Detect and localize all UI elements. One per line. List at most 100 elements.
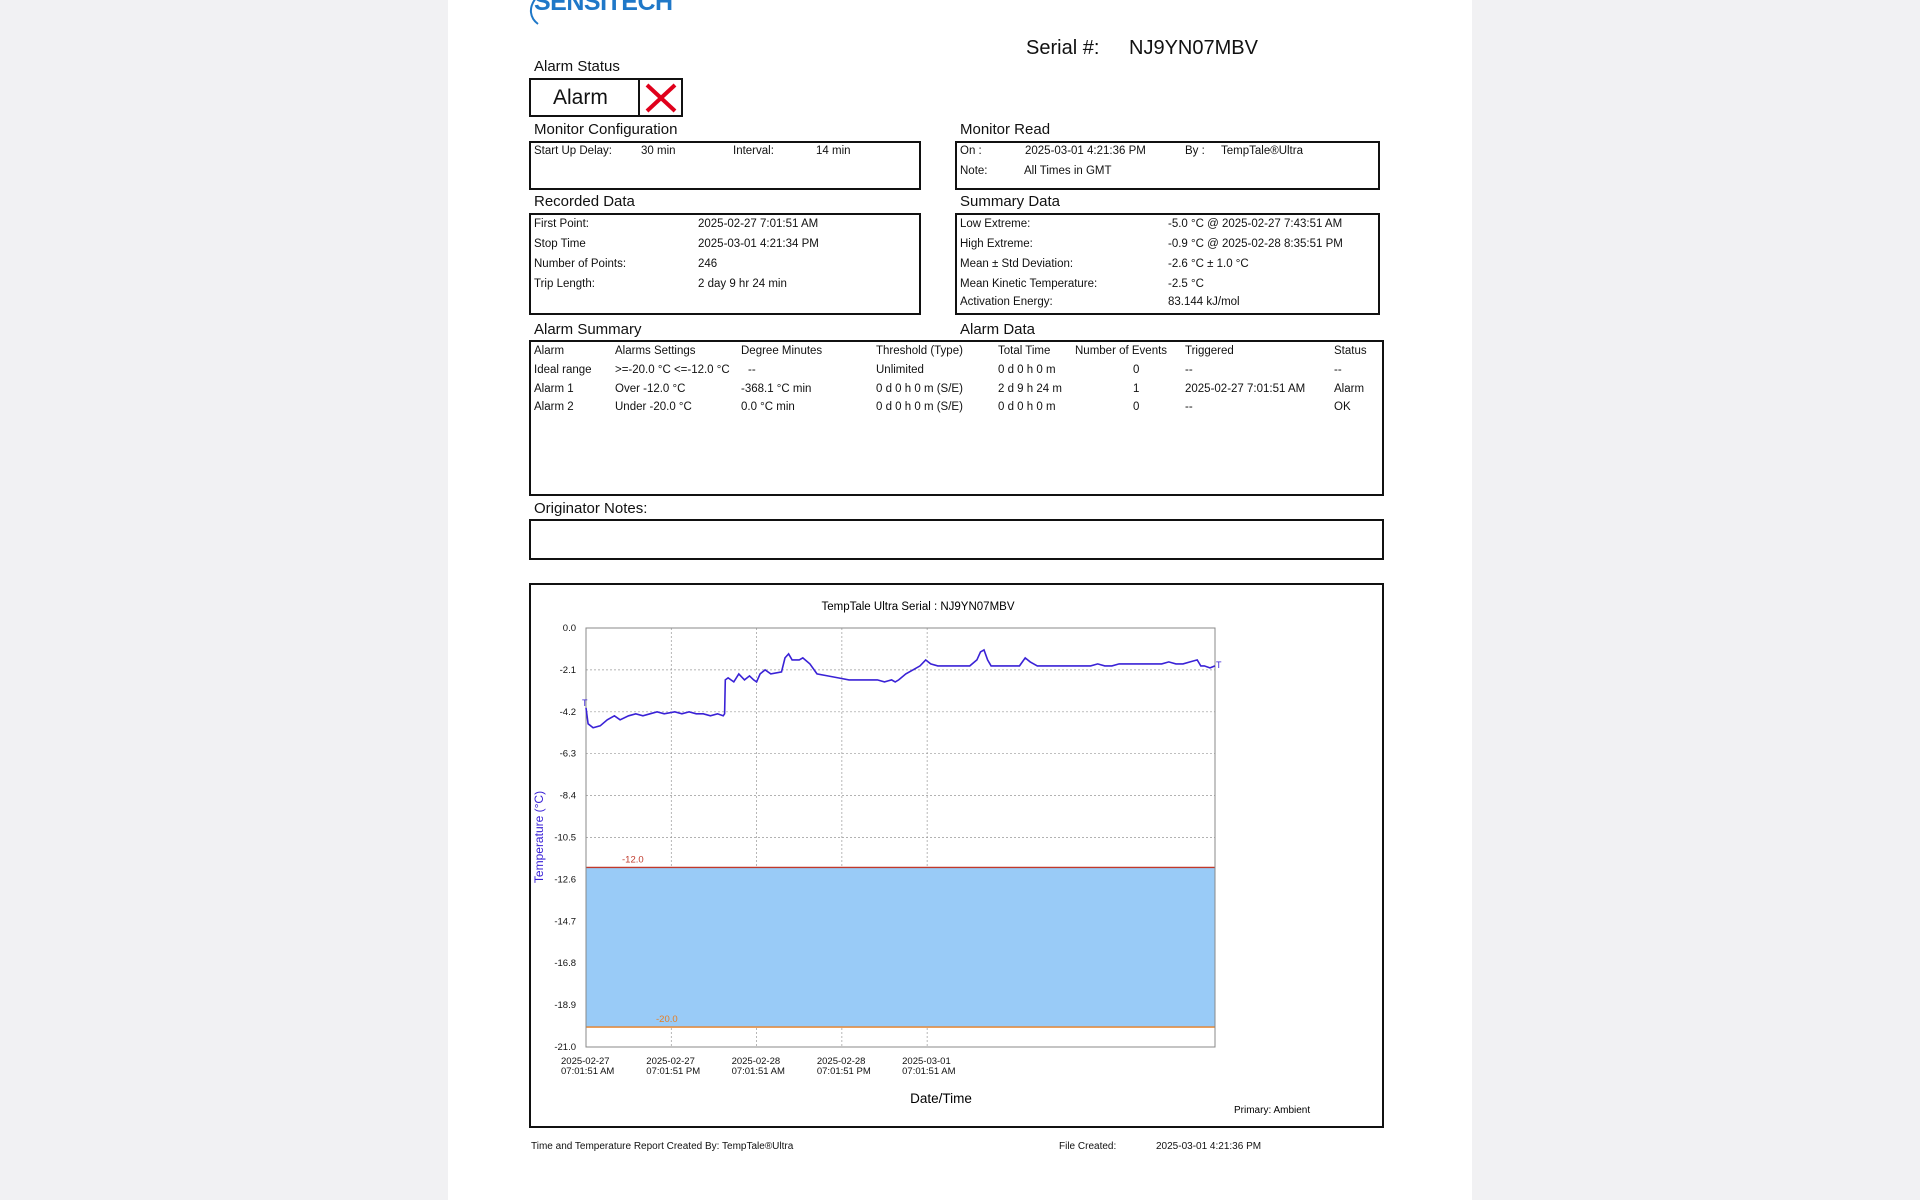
y-tick-label: -4.2 bbox=[560, 707, 576, 718]
first-point-label: First Point: bbox=[534, 218, 589, 230]
threshold-label: -12.0 bbox=[622, 854, 644, 865]
table-cell: Alarm 2 bbox=[534, 401, 574, 413]
table-cell: -- bbox=[1334, 364, 1342, 376]
x-tick-label: 2025-02-27 bbox=[561, 1056, 610, 1067]
start-delay-label: Start Up Delay: bbox=[534, 145, 612, 157]
interval-value: 14 min bbox=[816, 145, 851, 157]
alarm-status-value: Alarm bbox=[553, 86, 608, 109]
mean-std-label: Mean ± Std Deviation: bbox=[960, 258, 1074, 270]
ideal-range-band bbox=[586, 867, 1215, 1028]
table-cell: Alarm 1 bbox=[534, 383, 574, 395]
company-logo: SENSITECH bbox=[526, 0, 673, 32]
y-tick-label: -6.3 bbox=[560, 749, 576, 760]
table-cell: Ideal range bbox=[534, 364, 592, 376]
y-tick-label: -2.1 bbox=[560, 665, 576, 676]
alarm-table-header: Alarms Settings bbox=[615, 345, 696, 357]
first-point-value: 2025-02-27 7:01:51 AM bbox=[698, 218, 819, 230]
file-created-value: 2025-03-01 4:21:36 PM bbox=[1156, 1141, 1262, 1152]
recorded-data-box: First Point: 2025-02-27 7:01:51 AM Stop … bbox=[529, 213, 921, 315]
table-cell: OK bbox=[1334, 401, 1351, 413]
summary-data-title: Summary Data bbox=[960, 193, 1061, 210]
alarm-status-divider bbox=[638, 80, 640, 115]
high-extreme-value: -0.9 °C @ 2025-02-28 8:35:51 PM bbox=[1168, 238, 1343, 250]
x-tick-label: 2025-02-28 bbox=[732, 1056, 781, 1067]
num-points-value: 246 bbox=[698, 258, 718, 270]
mkt-value: -2.5 °C bbox=[1168, 278, 1204, 290]
activation-energy-label: Activation Energy: bbox=[960, 296, 1053, 308]
table-cell: 0 d 0 h 0 m (S/E) bbox=[876, 401, 963, 413]
serial-value: NJ9YN07MBV bbox=[1129, 37, 1258, 59]
source-label: Primary: Ambient bbox=[1234, 1105, 1310, 1116]
recorded-data-title: Recorded Data bbox=[534, 193, 635, 210]
y-tick-label: -18.9 bbox=[554, 1000, 576, 1011]
x-tick-label: 07:01:51 PM bbox=[817, 1066, 871, 1077]
high-extreme-label: High Extreme: bbox=[960, 238, 1033, 250]
x-tick-label: 07:01:51 AM bbox=[902, 1066, 955, 1077]
table-cell: 0 d 0 h 0 m bbox=[998, 364, 1056, 376]
table-cell: Over -12.0 °C bbox=[615, 383, 686, 395]
start-delay-value: 30 min bbox=[641, 145, 676, 157]
table-cell: -- bbox=[1185, 364, 1193, 376]
alarm-table-header: Threshold (Type) bbox=[876, 345, 963, 357]
table-cell: 0 d 0 h 0 m bbox=[998, 401, 1056, 413]
logo-text: SENSITECH bbox=[534, 0, 673, 16]
on-value: 2025-03-01 4:21:36 PM bbox=[1025, 145, 1146, 157]
y-tick-label: -14.7 bbox=[554, 916, 576, 927]
trip-length-value: 2 day 9 hr 24 min bbox=[698, 278, 787, 290]
note-value: All Times in GMT bbox=[1024, 165, 1112, 177]
monitor-config-box: Start Up Delay: 30 min Interval: 14 min bbox=[529, 141, 921, 190]
originator-notes-box bbox=[529, 519, 1384, 560]
table-cell: 0.0 °C min bbox=[741, 401, 795, 413]
alarm-summary-title: Alarm Summary bbox=[534, 321, 642, 338]
alarm-table-header: Triggered bbox=[1185, 345, 1234, 357]
x-tick-label: 2025-02-28 bbox=[817, 1056, 866, 1067]
by-label: By : bbox=[1185, 145, 1205, 157]
monitor-read-title: Monitor Read bbox=[960, 121, 1051, 138]
alarm-table-header: Total Time bbox=[998, 345, 1051, 357]
x-tick-label: 2025-03-01 bbox=[902, 1056, 951, 1067]
table-cell: 0 bbox=[1133, 364, 1140, 376]
alarm-status-title: Alarm Status bbox=[534, 58, 620, 75]
red-x-icon bbox=[645, 83, 677, 113]
table-cell: Under -20.0 °C bbox=[615, 401, 692, 413]
series-end-marker: T bbox=[1216, 660, 1222, 670]
y-tick-label: -12.6 bbox=[554, 874, 576, 885]
table-cell: >=-20.0 °C <=-12.0 °C bbox=[615, 364, 730, 376]
table-cell: Alarm bbox=[1334, 383, 1365, 395]
num-points-label: Number of Points: bbox=[534, 258, 627, 270]
alarm-table-box: Alarm Alarms Settings Degree Minutes Thr… bbox=[529, 340, 1384, 496]
serial-label: Serial #: bbox=[1026, 37, 1100, 59]
y-tick-label: -8.4 bbox=[560, 791, 576, 802]
alarm-status-box: Alarm bbox=[529, 78, 683, 117]
note-label: Note: bbox=[960, 165, 988, 177]
series-line bbox=[585, 648, 1216, 729]
table-cell: 2025-02-27 7:01:51 AM bbox=[1185, 383, 1306, 395]
monitor-read-box: On : 2025-03-01 4:21:36 PM By : TempTale… bbox=[955, 141, 1380, 190]
x-tick-label: 2025-02-27 bbox=[646, 1056, 695, 1067]
activation-energy-value: 83.144 kJ/mol bbox=[1168, 296, 1240, 308]
chart-container: -12.0 -20.0 0.0 -2.1 -4.2 -6.3 -8.4 -10.5 -12.6… bbox=[529, 583, 1384, 1128]
alarm-table-header: Number of Events bbox=[1075, 345, 1168, 357]
originator-notes-title: Originator Notes: bbox=[534, 500, 648, 517]
x-tick-label: 07:01:51 PM bbox=[646, 1066, 700, 1077]
footer-created-by: Time and Temperature Report Created By: … bbox=[531, 1141, 794, 1152]
threshold-lines: -12.0 -20.0 bbox=[586, 854, 1215, 1028]
series-start-marker: T bbox=[582, 698, 588, 708]
table-cell: 1 bbox=[1133, 383, 1140, 395]
temperature-chart: -12.0 -20.0 0.0 -2.1 -4.2 -6.3 -8.4 -10.5 -12.6… bbox=[532, 601, 1310, 1116]
low-extreme-label: Low Extreme: bbox=[960, 218, 1031, 230]
y-tick-label: -21.0 bbox=[554, 1042, 576, 1053]
chart-title: TempTale Ultra Serial : NJ9YN07MBV bbox=[821, 601, 1014, 613]
table-cell: 0 d 0 h 0 m (S/E) bbox=[876, 383, 963, 395]
monitor-config-title: Monitor Configuration bbox=[534, 121, 678, 138]
report-page: SENSITECH Serial #: NJ9YN07MBV Alarm Sta… bbox=[448, 0, 1472, 1200]
x-tick-label: 07:01:51 AM bbox=[561, 1066, 614, 1077]
y-axis-ticks: 0.0 -2.1 -4.2 -6.3 -8.4 -10.5 -12.6 -14.7 -16.8 -… bbox=[554, 623, 576, 1053]
stop-time-label: Stop Time bbox=[534, 238, 586, 250]
table-cell: 0 bbox=[1133, 401, 1140, 413]
stop-time-value: 2025-03-01 4:21:34 PM bbox=[698, 238, 819, 250]
alarm-table-header: Status bbox=[1334, 345, 1367, 357]
by-value: TempTale®Ultra bbox=[1221, 145, 1303, 157]
plot-area-frame bbox=[585, 627, 1216, 1048]
